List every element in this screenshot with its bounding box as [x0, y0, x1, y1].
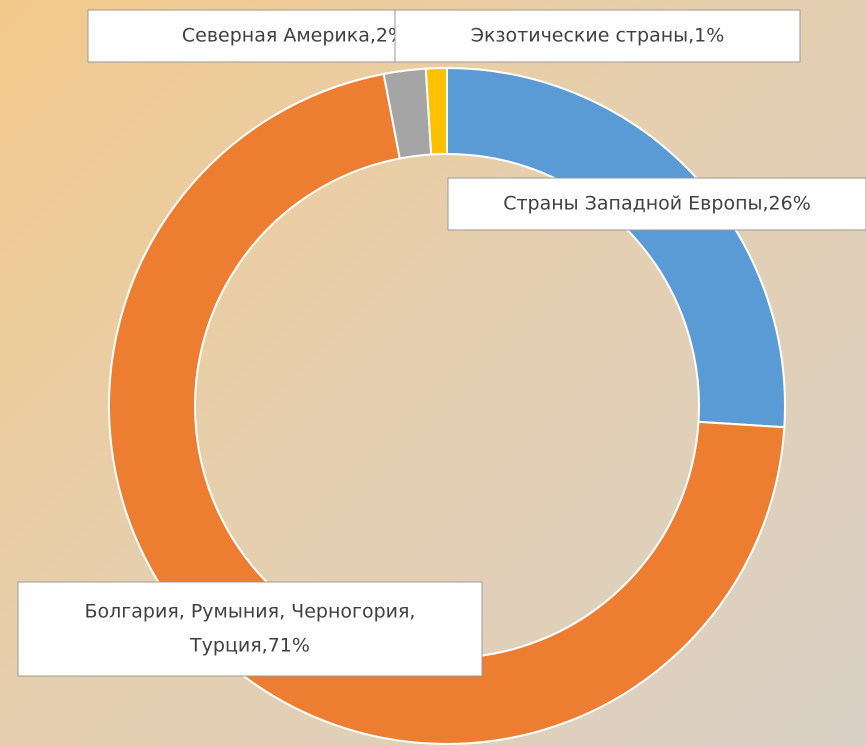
donut-segment	[446, 66, 786, 429]
data-label-box	[394, 9, 801, 63]
data-label-box	[447, 177, 866, 231]
data-label-text: Северная Америка,2%	[182, 25, 406, 47]
data-label: Болгария, Румыния, Черногория, Турция,71%	[17, 581, 483, 677]
data-label-text: Экзотические страны,1%	[471, 25, 725, 47]
data-label: Экзотические страны,1%	[394, 9, 801, 63]
donut-segment	[424, 66, 448, 156]
data-label-text: Болгария, Румыния, Черногория,	[85, 601, 416, 623]
data-label: Страны Западной Европы,26%	[447, 177, 866, 231]
data-label-text: Страны Западной Европы,26%	[503, 193, 811, 215]
data-label-text: Турция,71%	[189, 635, 310, 657]
data-label-box	[17, 581, 483, 677]
